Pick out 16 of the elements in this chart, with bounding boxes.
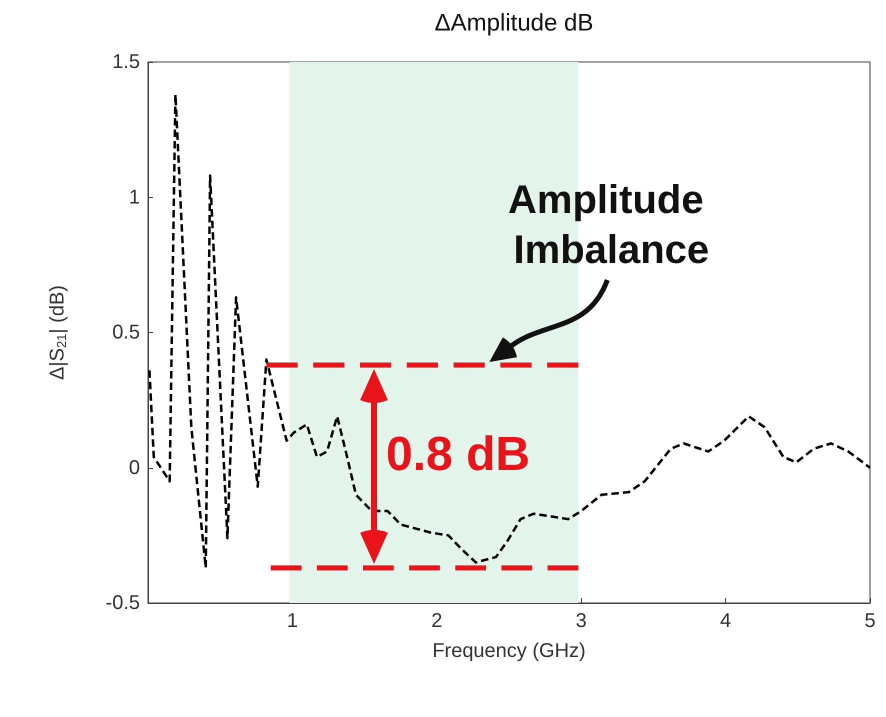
y-tick-label: 1.5 — [112, 51, 140, 73]
x-axis-title: Frequency (GHz) — [432, 640, 586, 662]
y-tick-label: -0.5 — [106, 592, 140, 614]
x-tick-label: 2 — [431, 610, 442, 632]
y-axis-title: Δ|S21| (dB) — [46, 285, 69, 380]
x-tick-label: 4 — [720, 610, 732, 632]
y-tick-label: 0.5 — [112, 322, 140, 344]
x-tick-label: 5 — [864, 610, 876, 632]
y-tick-label: 0 — [128, 456, 140, 479]
chart-title: ΔAmplitude dB — [434, 10, 594, 36]
annotation: 0.8 dB — [386, 428, 530, 481]
x-tick-label: 3 — [576, 610, 587, 632]
y-tick-label: 1 — [128, 186, 140, 208]
line-series — [148, 93, 872, 570]
x-tick-label: 1 — [286, 610, 298, 632]
annotation: Amplitude Imbalance — [508, 178, 715, 272]
